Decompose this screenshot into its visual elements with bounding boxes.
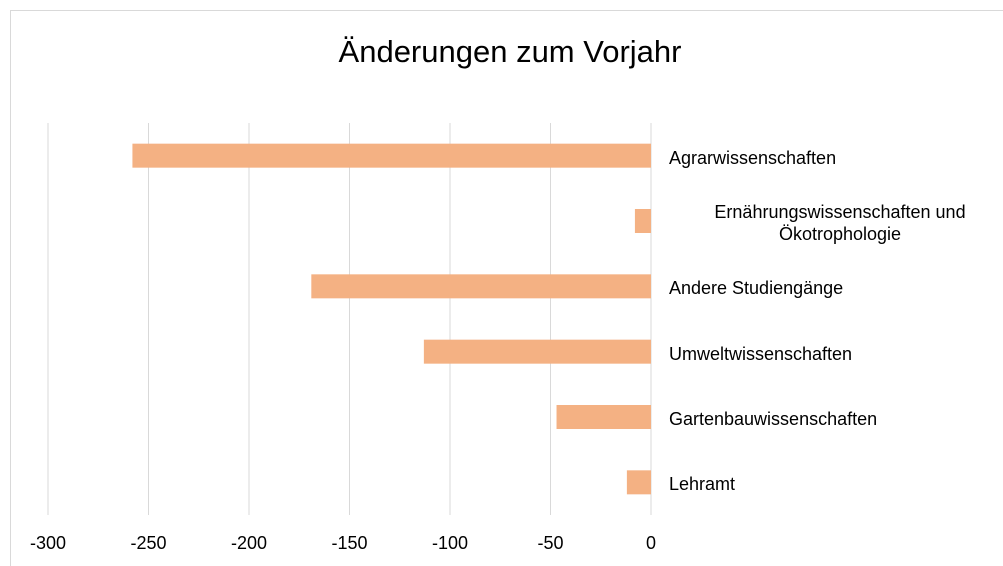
bar (626, 470, 651, 495)
bar (634, 209, 651, 233)
bar (311, 274, 651, 299)
x-tick-label: -200 (231, 533, 267, 553)
x-tick-label: -100 (432, 533, 468, 553)
x-tick-label: -300 (30, 533, 66, 553)
x-tick-label: 0 (646, 533, 656, 553)
category-label: Lehramt (669, 474, 736, 495)
category-label: Agrarwissenschaften (669, 147, 837, 168)
category-label: Gartenbauwissenschaften (669, 409, 878, 429)
x-tick-label: -150 (331, 533, 367, 553)
x-tick-label: -250 (130, 533, 166, 553)
category-label: Umweltwissenschaften (669, 343, 853, 364)
bar (556, 405, 651, 429)
category-label: Ernährungswissenschaften und Ökotropholo… (714, 202, 966, 244)
chart-frame (10, 10, 1003, 566)
bar (132, 143, 652, 168)
bar (423, 339, 651, 364)
x-tick-label: -50 (537, 533, 563, 553)
category-label: Andere Studiengänge (669, 278, 844, 299)
chart-title: Änderungen zum Vorjahr (339, 34, 682, 69)
